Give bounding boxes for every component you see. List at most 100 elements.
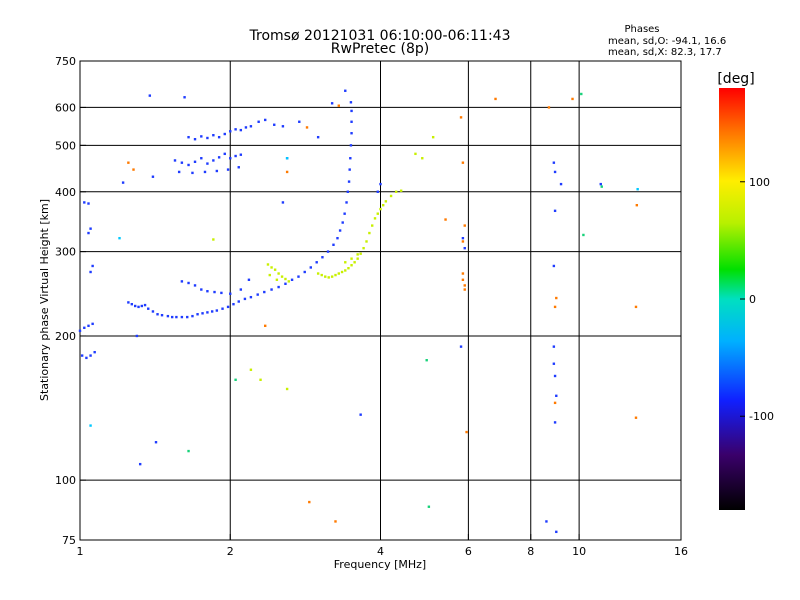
data-point (459, 116, 463, 119)
data-point (555, 530, 558, 534)
data-point (87, 324, 90, 328)
data-point (365, 240, 368, 243)
data-point (89, 354, 92, 357)
data-point (89, 424, 92, 427)
data-point (186, 315, 189, 319)
data-point (338, 229, 342, 232)
x-tick-label: 2 (227, 545, 234, 558)
data-point (140, 304, 144, 308)
data-point (345, 201, 348, 204)
data-point (371, 224, 374, 227)
colorbar-ticks: 100 0 -100 (740, 176, 774, 423)
data-point (215, 309, 219, 312)
data-point (266, 263, 270, 266)
data-point (183, 96, 186, 99)
data-point (394, 190, 398, 193)
data-point (249, 368, 253, 371)
data-point (256, 293, 259, 296)
data-point (320, 273, 323, 277)
data-point (545, 520, 548, 523)
y-tick-label: 600 (55, 101, 76, 114)
data-point (221, 307, 224, 310)
data-point (275, 278, 279, 281)
data-point (337, 272, 341, 275)
data-point (148, 94, 152, 97)
data-point (239, 288, 243, 291)
data-point (463, 224, 466, 227)
data-point (332, 243, 335, 246)
data-point (277, 272, 280, 275)
data-point (330, 102, 334, 105)
data-point (376, 190, 379, 193)
data-point (232, 302, 235, 306)
data-point (297, 275, 300, 278)
data-point (193, 137, 197, 141)
data-point (315, 261, 318, 264)
data-point (379, 182, 382, 186)
data-point (362, 246, 365, 250)
data-point (344, 269, 347, 272)
data-point (341, 221, 344, 224)
stats-line-o: mean, sd,O: -94.1, 16.6 (608, 36, 726, 47)
data-point (80, 354, 84, 357)
data-point (303, 270, 306, 274)
data-point (376, 212, 379, 215)
data-point (281, 201, 285, 204)
data-point (180, 315, 184, 319)
data-point (336, 236, 339, 240)
data-point (160, 313, 164, 317)
data-point (350, 109, 353, 113)
grid-lines (80, 61, 681, 540)
chart-title: Tromsø 20121031 06:10:00-06:11:43 (249, 28, 511, 44)
data-point (553, 305, 557, 309)
data-point (552, 345, 556, 348)
data-point (206, 290, 209, 293)
data-point (193, 284, 197, 287)
data-point (356, 253, 359, 256)
data-point (137, 305, 140, 309)
data-point (151, 310, 155, 313)
data-point (368, 231, 371, 235)
data-point (347, 267, 350, 270)
data-point (85, 356, 88, 360)
data-point (343, 212, 346, 215)
data-point (229, 157, 232, 160)
data-point (634, 416, 638, 419)
data-point (287, 280, 290, 283)
data-point (547, 106, 551, 109)
data-point (285, 157, 289, 160)
data-point (87, 231, 90, 235)
x-tick-label: 6 (465, 545, 472, 558)
data-point (130, 302, 134, 306)
data-point (350, 264, 353, 267)
data-point (359, 413, 362, 416)
data-point (330, 275, 334, 278)
data-point (143, 303, 147, 307)
stats-heading: Phases (624, 24, 659, 35)
data-point (270, 288, 273, 291)
data-point (277, 285, 280, 289)
data-point (327, 276, 330, 279)
colorbar: [deg] 100 0 -100 (717, 71, 774, 510)
data-point (399, 189, 403, 192)
data-point (87, 202, 90, 205)
data-point (187, 449, 190, 453)
y-tick-label: 500 (55, 139, 76, 152)
data-point (270, 266, 273, 269)
data-point (193, 160, 197, 163)
data-point (173, 159, 177, 162)
data-point (133, 304, 137, 308)
data-point (384, 200, 388, 203)
data-point (156, 313, 159, 316)
data-point (280, 275, 284, 278)
data-point (175, 315, 178, 319)
data-point (284, 277, 287, 281)
data-point (200, 157, 203, 160)
data-point (553, 170, 557, 174)
data-point (348, 168, 351, 171)
data-point (334, 520, 337, 523)
data-point (91, 264, 94, 268)
data-point (316, 272, 320, 275)
data-point (559, 182, 563, 186)
data-point (180, 280, 184, 283)
